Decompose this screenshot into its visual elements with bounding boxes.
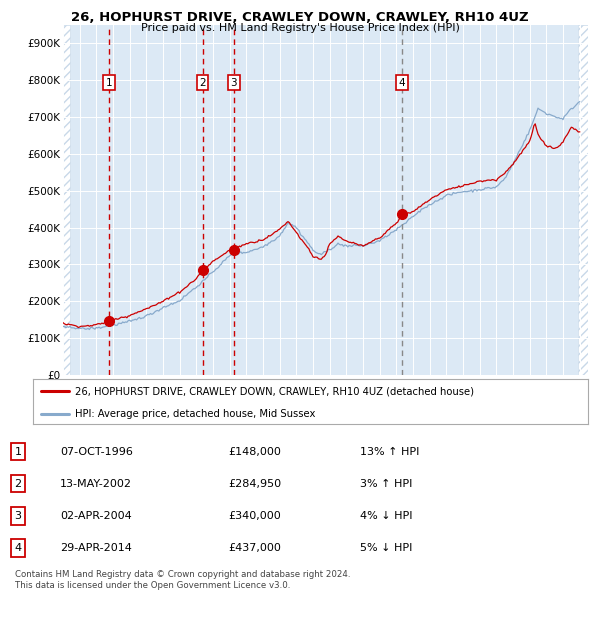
Text: £148,000: £148,000 (228, 446, 281, 456)
Text: 2: 2 (199, 78, 206, 87)
Text: 5% ↓ HPI: 5% ↓ HPI (360, 542, 412, 553)
Text: 13-MAY-2002: 13-MAY-2002 (60, 479, 132, 489)
Text: Contains HM Land Registry data © Crown copyright and database right 2024.
This d: Contains HM Land Registry data © Crown c… (15, 570, 350, 590)
Text: 2: 2 (14, 479, 22, 489)
Text: 29-APR-2014: 29-APR-2014 (60, 542, 132, 553)
Text: 02-APR-2004: 02-APR-2004 (60, 511, 132, 521)
Text: 07-OCT-1996: 07-OCT-1996 (60, 446, 133, 456)
Text: £340,000: £340,000 (228, 511, 281, 521)
Text: 3% ↑ HPI: 3% ↑ HPI (360, 479, 412, 489)
Text: 4: 4 (398, 78, 405, 87)
Text: HPI: Average price, detached house, Mid Sussex: HPI: Average price, detached house, Mid … (74, 409, 315, 419)
Text: Price paid vs. HM Land Registry's House Price Index (HPI): Price paid vs. HM Land Registry's House … (140, 23, 460, 33)
Text: 4: 4 (14, 542, 22, 553)
Text: 3: 3 (14, 511, 22, 521)
Text: 26, HOPHURST DRIVE, CRAWLEY DOWN, CRAWLEY, RH10 4UZ: 26, HOPHURST DRIVE, CRAWLEY DOWN, CRAWLE… (71, 11, 529, 24)
Text: 1: 1 (14, 446, 22, 456)
Text: 3: 3 (230, 78, 237, 87)
Text: 1: 1 (106, 78, 112, 87)
Text: £437,000: £437,000 (228, 542, 281, 553)
Text: £284,950: £284,950 (228, 479, 281, 489)
Text: 4% ↓ HPI: 4% ↓ HPI (360, 511, 413, 521)
Text: 26, HOPHURST DRIVE, CRAWLEY DOWN, CRAWLEY, RH10 4UZ (detached house): 26, HOPHURST DRIVE, CRAWLEY DOWN, CRAWLE… (74, 386, 473, 397)
Text: 13% ↑ HPI: 13% ↑ HPI (360, 446, 419, 456)
